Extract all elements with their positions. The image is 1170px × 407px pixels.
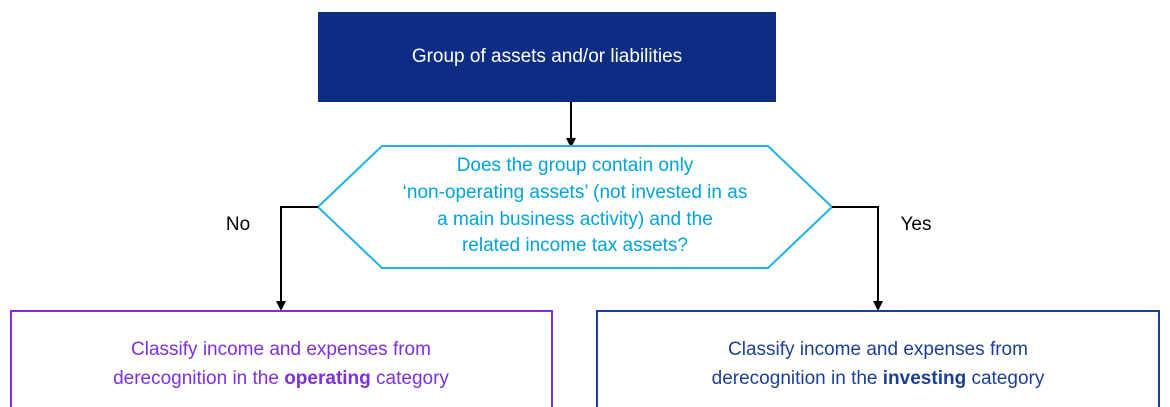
decision-line: related income tax assets? (462, 235, 688, 256)
outcome-line: Classify income and expenses from (131, 339, 431, 360)
emphasis: operating (284, 368, 371, 389)
no-arrow (276, 206, 318, 311)
outcome-line: derecognition in the operating category (113, 368, 449, 389)
decision-line: Does the group contain only (457, 155, 694, 176)
yes-arrow (832, 206, 883, 311)
outcome-box (10, 310, 553, 407)
start-label: Group of assets and/or liabilities (412, 46, 682, 67)
text: category (371, 368, 450, 389)
decision-line: ‘non-operating assets’ (not invested in … (403, 182, 748, 203)
outcome-line: Classify income and expenses from (728, 339, 1028, 360)
text: derecognition in the (712, 368, 883, 389)
branch-label: No (226, 214, 250, 235)
text: category (966, 368, 1045, 389)
outcome-box (596, 310, 1160, 407)
outcome-line: derecognition in the investing category (712, 368, 1045, 389)
branch-label: Yes (901, 214, 932, 235)
emphasis: investing (883, 368, 966, 389)
decision-line: a main business activity) and the (437, 209, 713, 230)
text: derecognition in the (113, 368, 284, 389)
start-box (318, 12, 776, 102)
